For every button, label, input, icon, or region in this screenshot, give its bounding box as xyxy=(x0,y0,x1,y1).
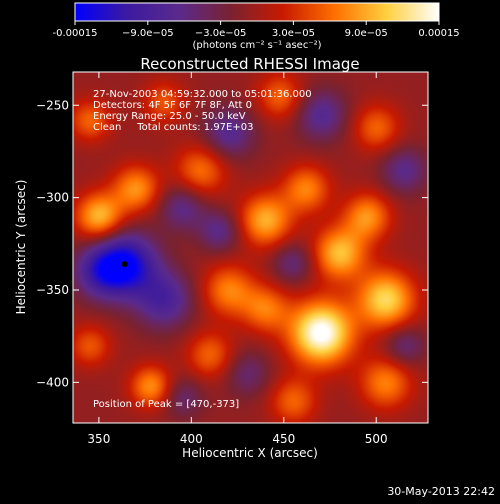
colorbar-tick-label: 9.0e−05 xyxy=(345,28,388,39)
y-tick-label: −250 xyxy=(36,98,69,112)
plot-frame xyxy=(72,71,429,424)
plot-timestamp: 30-May-2013 22:42 xyxy=(387,485,495,498)
colorbar-tick-label: -0.00015 xyxy=(53,28,98,39)
x-tick-label: 350 xyxy=(87,432,110,446)
y-axis-ticks: −250 −300 −350 −400 xyxy=(36,98,428,389)
y-tick-label: −400 xyxy=(36,375,69,389)
annotation-energy-range: Energy Range: 25.0 - 50.0 keV xyxy=(93,111,246,122)
colorbar-units: (photons cm⁻² s⁻¹ asec⁻²) xyxy=(192,40,321,51)
x-axis-ticks: 350 400 450 500 xyxy=(87,72,388,446)
heatmap-canvas xyxy=(73,72,428,423)
annotation-time-range: 27-Nov-2003 04:59:32.000 to 05:01:36.000 xyxy=(93,89,312,100)
x-tick-label: 400 xyxy=(180,432,203,446)
chart-title: Reconstructed RHESSI Image xyxy=(140,55,359,73)
minimum-marker-dot xyxy=(121,261,128,268)
x-tick-label: 450 xyxy=(272,432,295,446)
colorbar-tick-label: −3.0e−05 xyxy=(195,28,247,39)
colorbar-tick-label: −9.0e−05 xyxy=(122,28,174,39)
peak-position-label: Position of Peak = [470,-373] xyxy=(93,399,239,410)
annotation-clean-counts: Clean Total counts: 1.97E+03 xyxy=(93,122,253,133)
colorbar-tick-label: 0.00015 xyxy=(418,28,459,39)
minimum-marker xyxy=(121,261,128,268)
colorbar xyxy=(74,2,440,22)
y-tick-label: −350 xyxy=(36,283,69,297)
annotation-detectors: Detectors: 4F 5F 6F 7F 8F, Att 0 xyxy=(93,100,252,111)
y-tick-label: −300 xyxy=(36,191,69,205)
x-axis-label: Heliocentric X (arcsec) xyxy=(182,446,318,460)
x-tick-label: 500 xyxy=(365,432,388,446)
y-axis-label: Heliocentric Y (arcsec) xyxy=(14,180,28,315)
colorbar-tick-label: 3.0e−05 xyxy=(272,28,315,39)
heatmap-container xyxy=(73,72,428,423)
colorbar-ticks: -0.00015 −9.0e−05 −3.0e−05 3.0e−05 9.0e−05 0.… xyxy=(53,21,460,39)
